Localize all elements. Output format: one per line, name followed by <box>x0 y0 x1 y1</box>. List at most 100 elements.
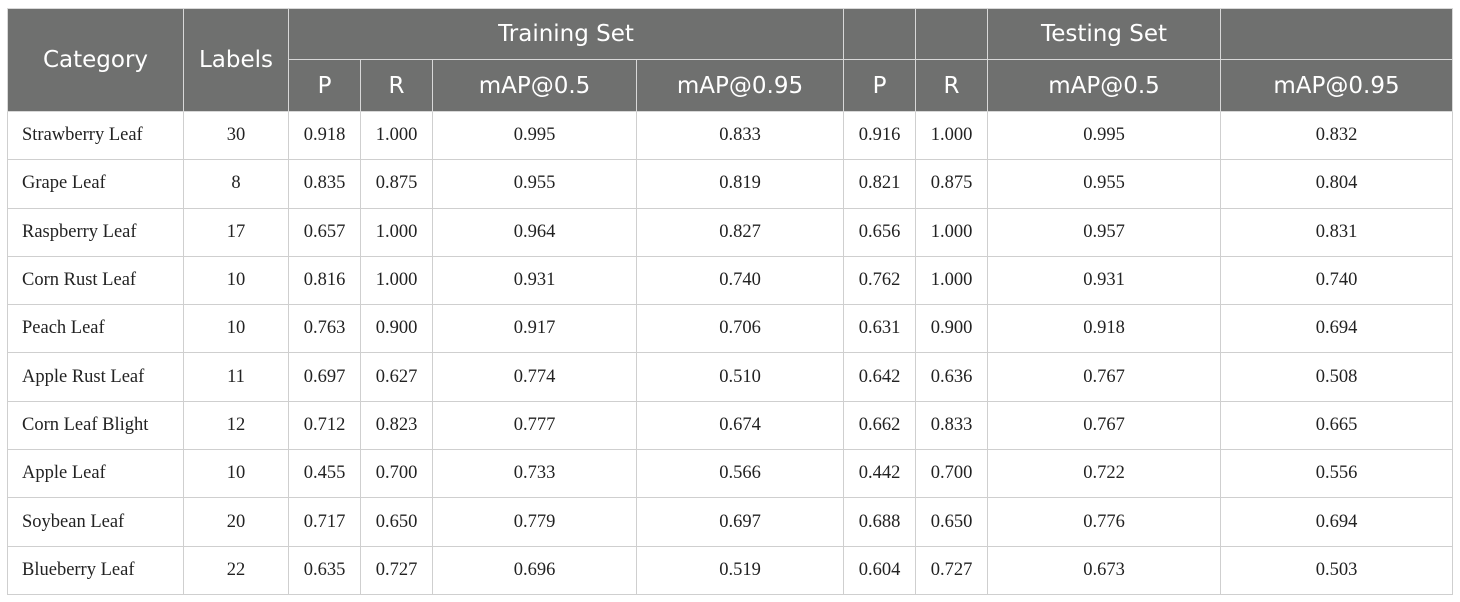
table-cell: 0.875 <box>360 159 433 209</box>
table-cell: 0.696 <box>432 545 637 595</box>
table-cell: 0.776 <box>987 497 1222 547</box>
table-cell: 0.955 <box>987 159 1222 209</box>
table-cell: 0.508 <box>1220 352 1454 402</box>
table-cell: 0.762 <box>843 255 917 306</box>
table-cell: 0.656 <box>843 207 917 257</box>
column-header: Labels <box>183 8 289 112</box>
row-label: Apple Rust Leaf <box>7 352 184 402</box>
table-cell: 1.000 <box>915 255 989 306</box>
table-row: Strawberry Leaf 30 0.918 1.000 0.995 0.833 0.9… <box>7 110 1454 161</box>
table-cell: 0.604 <box>843 545 917 595</box>
table-cell: 1.000 <box>915 207 989 257</box>
table-cell: 0.650 <box>360 497 433 547</box>
table-cell: 0.556 <box>1220 449 1454 499</box>
table-cell: 0.688 <box>843 497 917 547</box>
row-label: Grape Leaf <box>7 159 184 209</box>
table-cell: 0.635 <box>288 545 361 595</box>
table-cell: 0.900 <box>360 304 433 354</box>
table-cell: 0.995 <box>432 110 637 161</box>
table-cell: 0.831 <box>1220 207 1454 257</box>
group-header: Testing Set <box>987 8 1222 60</box>
table-cell: 0.673 <box>987 545 1222 595</box>
table-cell: 0.823 <box>360 400 433 451</box>
table-cell: 0.566 <box>635 449 845 499</box>
subheader: mAP@0.5 <box>987 59 1222 112</box>
table-cell: 0.804 <box>1220 159 1454 209</box>
table-cell: 0.875 <box>915 159 989 209</box>
row-label: Strawberry Leaf <box>7 110 184 161</box>
table-cell: 0.835 <box>288 159 361 209</box>
table-cell: 0.722 <box>987 449 1222 499</box>
table-cell: 0.816 <box>288 255 361 306</box>
table-row: Apple Leaf 10 0.455 0.700 0.733 0.566 0.442 0.7… <box>7 449 1454 499</box>
table-cell: 1.000 <box>360 255 433 306</box>
table-cell: 12 <box>183 400 289 451</box>
table-cell: 8 <box>183 159 289 209</box>
subheader: P <box>843 59 917 112</box>
table-row: Raspberry Leaf 17 0.657 1.000 0.964 0.827 0.65… <box>7 207 1454 257</box>
row-label: Corn Rust Leaf <box>7 255 184 306</box>
subheader: P <box>288 59 361 112</box>
table-cell: 0.821 <box>843 159 917 209</box>
table-cell: 0.918 <box>987 304 1222 354</box>
table-cell: 0.819 <box>635 159 845 209</box>
table-row: Grape Leaf 8 0.835 0.875 0.955 0.819 0.821 0.87… <box>7 159 1454 209</box>
table-cell: 0.694 <box>1220 497 1454 547</box>
table-cell: 0.957 <box>987 207 1222 257</box>
row-label: Peach Leaf <box>7 304 184 354</box>
table-cell: 0.642 <box>843 352 917 402</box>
row-label: Corn Leaf Blight <box>7 400 184 451</box>
table-cell: 0.442 <box>843 449 917 499</box>
table-cell: 0.700 <box>915 449 989 499</box>
table-cell: 0.727 <box>915 545 989 595</box>
table-cell: 0.917 <box>432 304 637 354</box>
row-label: Raspberry Leaf <box>7 207 184 257</box>
table-cell: 10 <box>183 449 289 499</box>
row-label: Apple Leaf <box>7 449 184 499</box>
table-cell: 22 <box>183 545 289 595</box>
table-cell: 0.916 <box>843 110 917 161</box>
table-cell: 0.650 <box>915 497 989 547</box>
table-cell: 30 <box>183 110 289 161</box>
table-cell: 0.740 <box>1220 255 1454 306</box>
table-cell: 0.636 <box>915 352 989 402</box>
table-cell: 10 <box>183 304 289 354</box>
table-cell: 0.503 <box>1220 545 1454 595</box>
table-cell: 0.694 <box>1220 304 1454 354</box>
subheader: mAP@0.95 <box>1220 59 1454 112</box>
column-header: Category <box>7 8 184 112</box>
table-cell: 0.767 <box>987 352 1222 402</box>
table-cell: 0.662 <box>843 400 917 451</box>
table-cell: 0.519 <box>635 545 845 595</box>
table-cell: 0.964 <box>432 207 637 257</box>
table-cell: 0.832 <box>1220 110 1454 161</box>
table-cell: 0.510 <box>635 352 845 402</box>
table-row: Apple Rust Leaf 11 0.697 0.627 0.774 0.510 0.6… <box>7 352 1454 402</box>
table-cell: 1.000 <box>915 110 989 161</box>
table-container: Category Labels Training Set Testing Set… <box>7 8 1454 595</box>
table-body: Strawberry Leaf 30 0.918 1.000 0.995 0.833 0.9… <box>7 110 1454 595</box>
table-cell: 0.712 <box>288 400 361 451</box>
group-header: Training Set <box>287 8 845 60</box>
table-cell: 0.717 <box>288 497 361 547</box>
subheader: R <box>360 59 433 112</box>
table-cell: 0.697 <box>635 497 845 547</box>
table-cell: 1.000 <box>360 207 433 257</box>
table-cell: 0.706 <box>635 304 845 354</box>
table-cell: 1.000 <box>360 110 433 161</box>
table-cell: 0.827 <box>635 207 845 257</box>
subheader: mAP@0.95 <box>635 59 845 112</box>
table-cell: 11 <box>183 352 289 402</box>
results-table: Category Labels Training Set Testing Set… <box>7 8 1454 595</box>
table-cell: 0.767 <box>987 400 1222 451</box>
table-cell: 0.631 <box>843 304 917 354</box>
table-cell: 0.700 <box>360 449 433 499</box>
table-row: Corn Rust Leaf 10 0.816 1.000 0.931 0.740 0.76… <box>7 255 1454 306</box>
table-cell: 10 <box>183 255 289 306</box>
table-cell: 0.774 <box>432 352 637 402</box>
table-cell: 0.697 <box>288 352 361 402</box>
table-cell: 0.657 <box>288 207 361 257</box>
table-cell: 0.931 <box>432 255 637 306</box>
table-cell: 0.833 <box>915 400 989 451</box>
